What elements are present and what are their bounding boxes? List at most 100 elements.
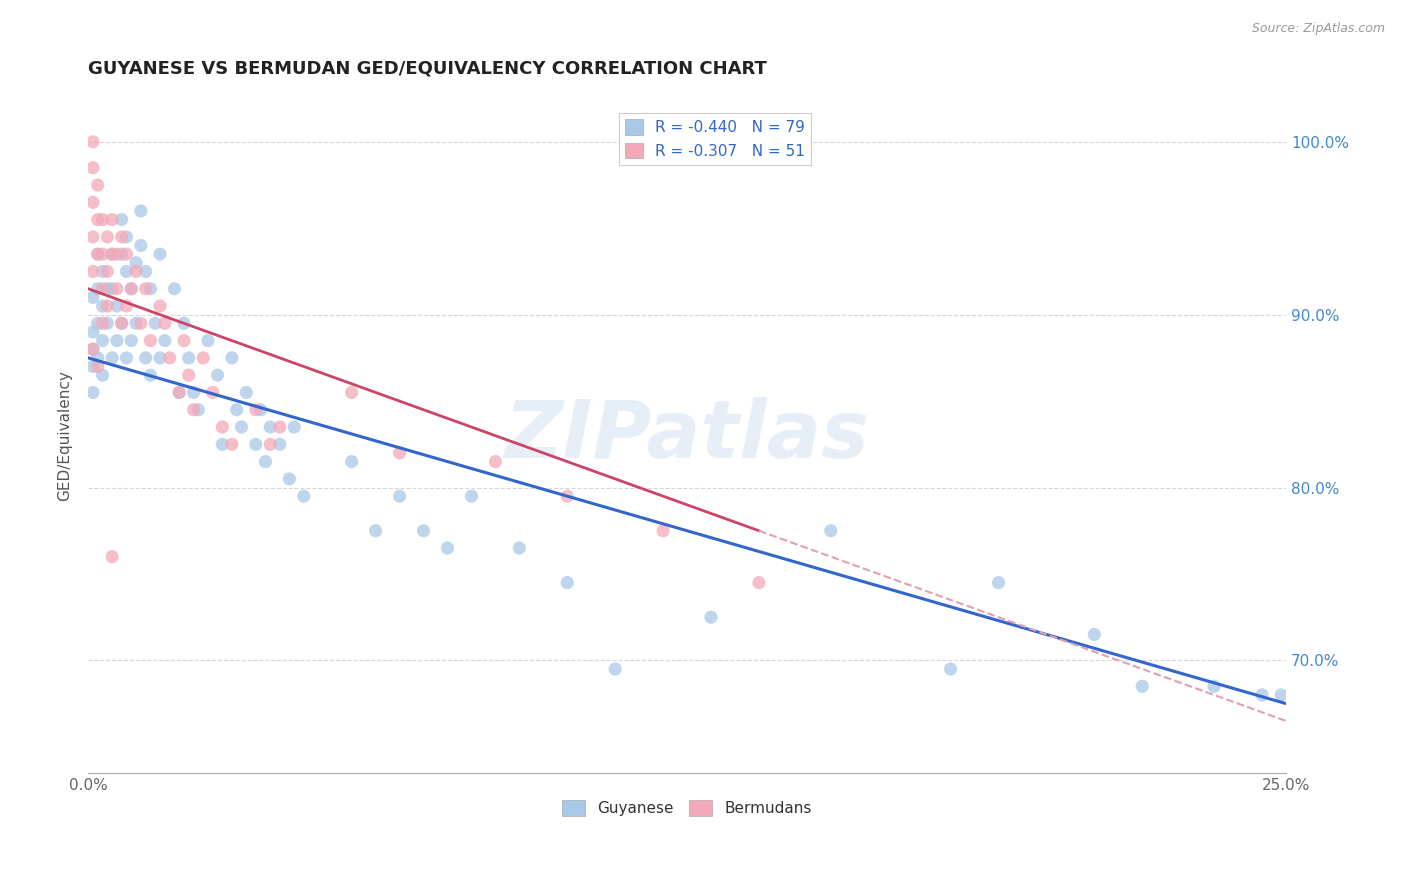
- Point: [82, 325, 104, 339]
- Point: [987, 575, 1010, 590]
- Point: [101, 351, 124, 365]
- Point: [129, 316, 152, 330]
- Point: [125, 256, 148, 270]
- Point: [748, 575, 770, 590]
- Point: [283, 420, 305, 434]
- Point: [605, 662, 627, 676]
- Point: [167, 385, 190, 400]
- Point: [91, 212, 114, 227]
- Point: [135, 282, 157, 296]
- Point: [91, 334, 114, 348]
- Point: [436, 541, 458, 555]
- Point: [269, 437, 291, 451]
- Point: [115, 247, 138, 261]
- Point: [115, 230, 138, 244]
- Point: [177, 368, 200, 383]
- Point: [211, 437, 233, 451]
- Point: [183, 402, 205, 417]
- Point: [221, 351, 243, 365]
- Point: [652, 524, 675, 538]
- Point: [159, 351, 181, 365]
- Point: [87, 247, 110, 261]
- Point: [82, 135, 104, 149]
- Point: [111, 316, 134, 330]
- Point: [139, 368, 162, 383]
- Point: [111, 247, 134, 261]
- Point: [96, 316, 118, 330]
- Point: [82, 359, 104, 374]
- Point: [340, 454, 363, 468]
- Point: [555, 489, 578, 503]
- Point: [120, 334, 142, 348]
- Point: [249, 402, 271, 417]
- Point: [101, 282, 124, 296]
- Point: [91, 282, 114, 296]
- Point: [91, 299, 114, 313]
- Point: [115, 351, 138, 365]
- Point: [269, 420, 291, 434]
- Point: [82, 343, 104, 357]
- Point: [149, 247, 172, 261]
- Point: [555, 575, 578, 590]
- Point: [101, 212, 124, 227]
- Point: [163, 282, 186, 296]
- Point: [96, 282, 118, 296]
- Point: [259, 420, 281, 434]
- Y-axis label: GED/Equivalency: GED/Equivalency: [58, 370, 72, 501]
- Point: [231, 420, 253, 434]
- Point: [364, 524, 387, 538]
- Point: [183, 385, 205, 400]
- Point: [82, 230, 104, 244]
- Point: [1083, 627, 1105, 641]
- Point: [177, 351, 200, 365]
- Point: [105, 299, 128, 313]
- Point: [225, 402, 247, 417]
- Point: [135, 264, 157, 278]
- Point: [259, 437, 281, 451]
- Point: [91, 368, 114, 383]
- Point: [143, 316, 166, 330]
- Point: [87, 316, 110, 330]
- Point: [292, 489, 315, 503]
- Point: [153, 334, 176, 348]
- Point: [96, 230, 118, 244]
- Point: [508, 541, 530, 555]
- Point: [167, 385, 190, 400]
- Point: [187, 402, 209, 417]
- Point: [87, 282, 110, 296]
- Point: [388, 446, 411, 460]
- Point: [101, 247, 124, 261]
- Point: [388, 489, 411, 503]
- Point: [139, 334, 162, 348]
- Point: [191, 351, 214, 365]
- Point: [254, 454, 277, 468]
- Point: [278, 472, 301, 486]
- Point: [101, 549, 124, 564]
- Point: [111, 230, 134, 244]
- Text: GUYANESE VS BERMUDAN GED/EQUIVALENCY CORRELATION CHART: GUYANESE VS BERMUDAN GED/EQUIVALENCY COR…: [89, 60, 768, 78]
- Point: [412, 524, 434, 538]
- Point: [82, 264, 104, 278]
- Point: [120, 282, 142, 296]
- Point: [96, 299, 118, 313]
- Point: [139, 282, 162, 296]
- Point: [700, 610, 723, 624]
- Point: [129, 238, 152, 252]
- Point: [1251, 688, 1274, 702]
- Point: [82, 385, 104, 400]
- Point: [120, 282, 142, 296]
- Point: [82, 343, 104, 357]
- Point: [1204, 679, 1226, 693]
- Point: [91, 264, 114, 278]
- Point: [82, 290, 104, 304]
- Point: [235, 385, 257, 400]
- Point: [197, 334, 219, 348]
- Point: [111, 212, 134, 227]
- Point: [245, 402, 267, 417]
- Point: [115, 299, 138, 313]
- Point: [340, 385, 363, 400]
- Point: [460, 489, 482, 503]
- Point: [173, 334, 195, 348]
- Point: [939, 662, 962, 676]
- Text: ZIPatlas: ZIPatlas: [505, 397, 869, 475]
